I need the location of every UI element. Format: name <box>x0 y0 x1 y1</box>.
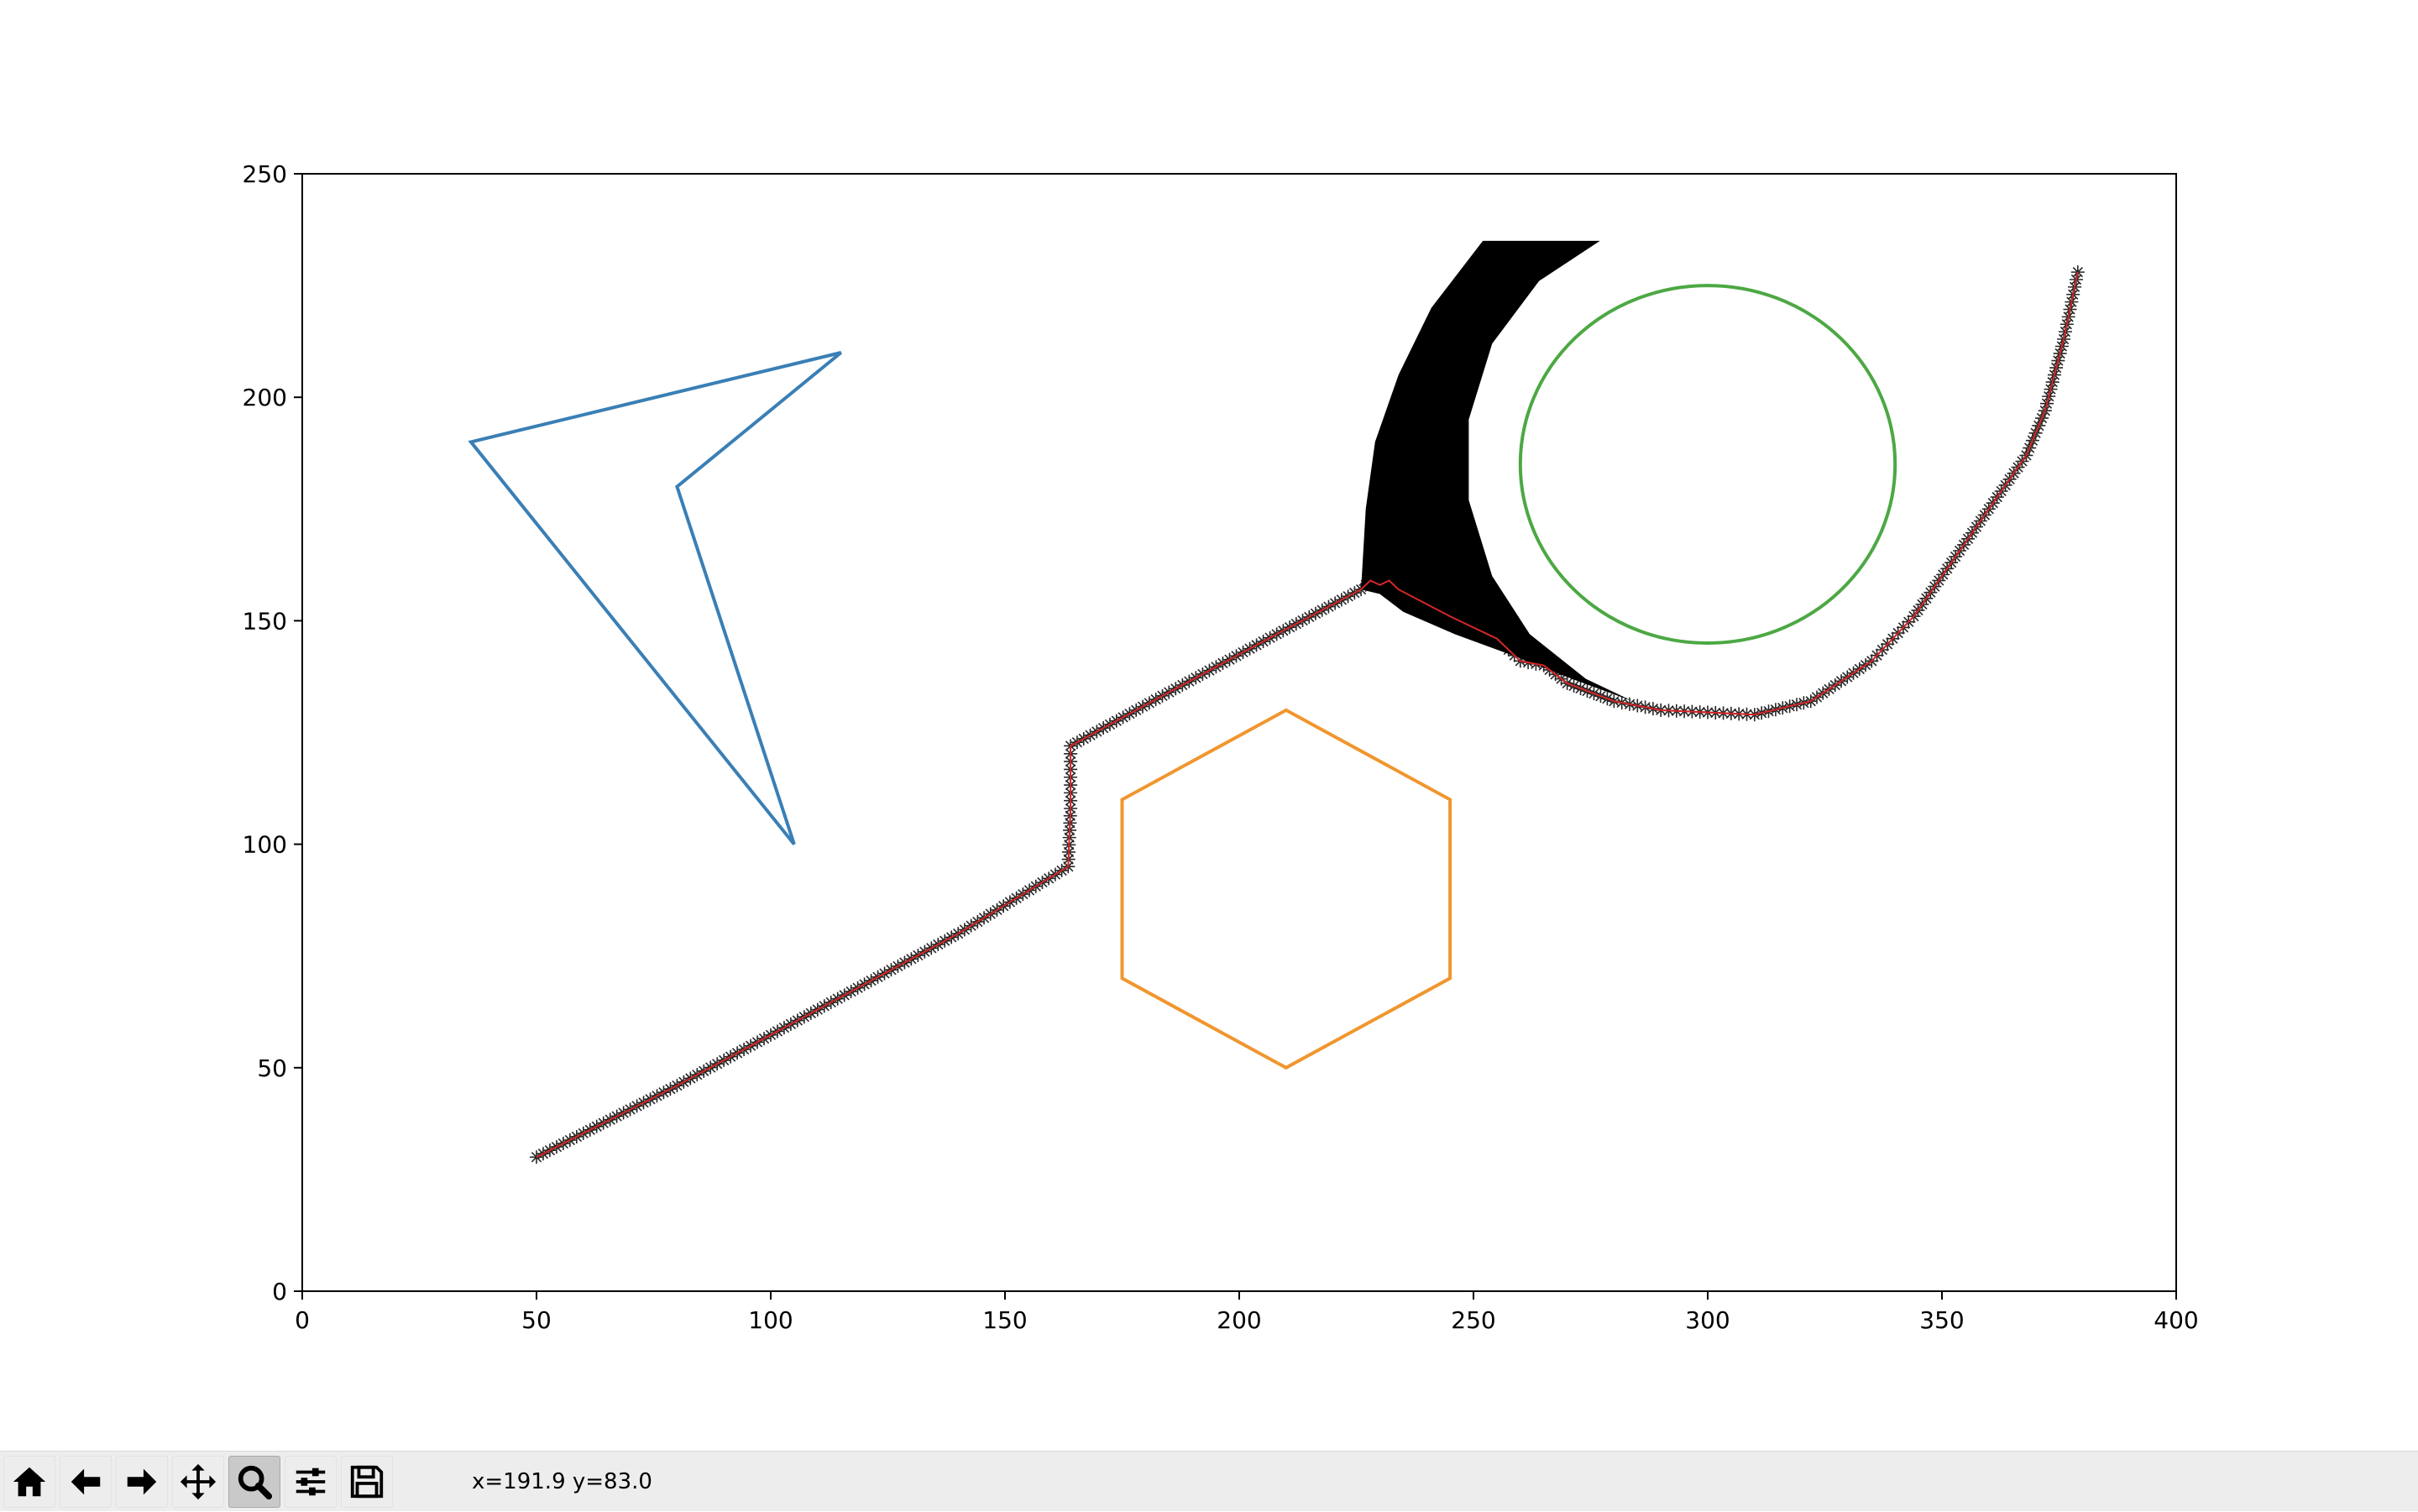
home-button[interactable] <box>3 1456 55 1508</box>
obstacle-polygon-1 <box>1120 708 1452 1070</box>
x-tick-label: 250 <box>1451 1306 1495 1334</box>
back-button[interactable] <box>60 1456 112 1508</box>
save-disk-icon <box>350 1465 384 1499</box>
pan-button[interactable] <box>172 1456 224 1508</box>
x-tick-label: 300 <box>1685 1306 1730 1334</box>
forward-button[interactable] <box>116 1456 168 1508</box>
x-tick-label: 0 <box>295 1306 310 1334</box>
path-markers <box>530 265 2085 1164</box>
configure-subplots-icon <box>296 1468 326 1496</box>
explored-region <box>1361 240 1633 702</box>
y-tick-label: 100 <box>243 831 287 859</box>
obstacle-circle-2 <box>1518 284 1897 646</box>
plot-area[interactable]: 0 50 100 150 200 250 300 350 400 0 50 100 150 200 250 <box>0 0 2418 1451</box>
y-tick-label: 250 <box>243 160 287 188</box>
y-tick-label: 0 <box>272 1278 287 1305</box>
configure-subplots-button[interactable] <box>285 1456 337 1508</box>
x-tick-label: 400 <box>2154 1306 2198 1334</box>
cursor-coordinates: x=191.9 y=83.0 <box>472 1469 652 1494</box>
x-tick-label: 50 <box>521 1306 552 1334</box>
navigation-toolbar: x=191.9 y=83.0 <box>0 1451 2418 1511</box>
zoom-magnifier-icon <box>238 1465 273 1500</box>
x-tick-label: 150 <box>982 1306 1027 1334</box>
zoom-button[interactable] <box>228 1456 280 1508</box>
path-line <box>536 271 2079 1159</box>
home-icon <box>13 1467 46 1497</box>
x-tick-label: 350 <box>1919 1306 1964 1334</box>
back-arrow-icon <box>71 1468 101 1495</box>
axes-frame <box>301 173 2177 1292</box>
save-button[interactable] <box>341 1456 393 1508</box>
y-tick-label: 150 <box>243 607 287 635</box>
figure-canvas[interactable]: 0 50 100 150 200 250 300 350 400 0 50 100 150 200 250 <box>0 0 2418 1451</box>
x-tick-label: 200 <box>1217 1306 1261 1334</box>
obstacle-polygon-0 <box>468 351 842 845</box>
x-tick-label: 100 <box>748 1306 793 1334</box>
y-tick-label: 200 <box>243 384 287 411</box>
pan-move-icon <box>180 1463 217 1500</box>
forward-arrow-icon <box>127 1468 157 1495</box>
y-tick-label: 50 <box>257 1054 287 1082</box>
